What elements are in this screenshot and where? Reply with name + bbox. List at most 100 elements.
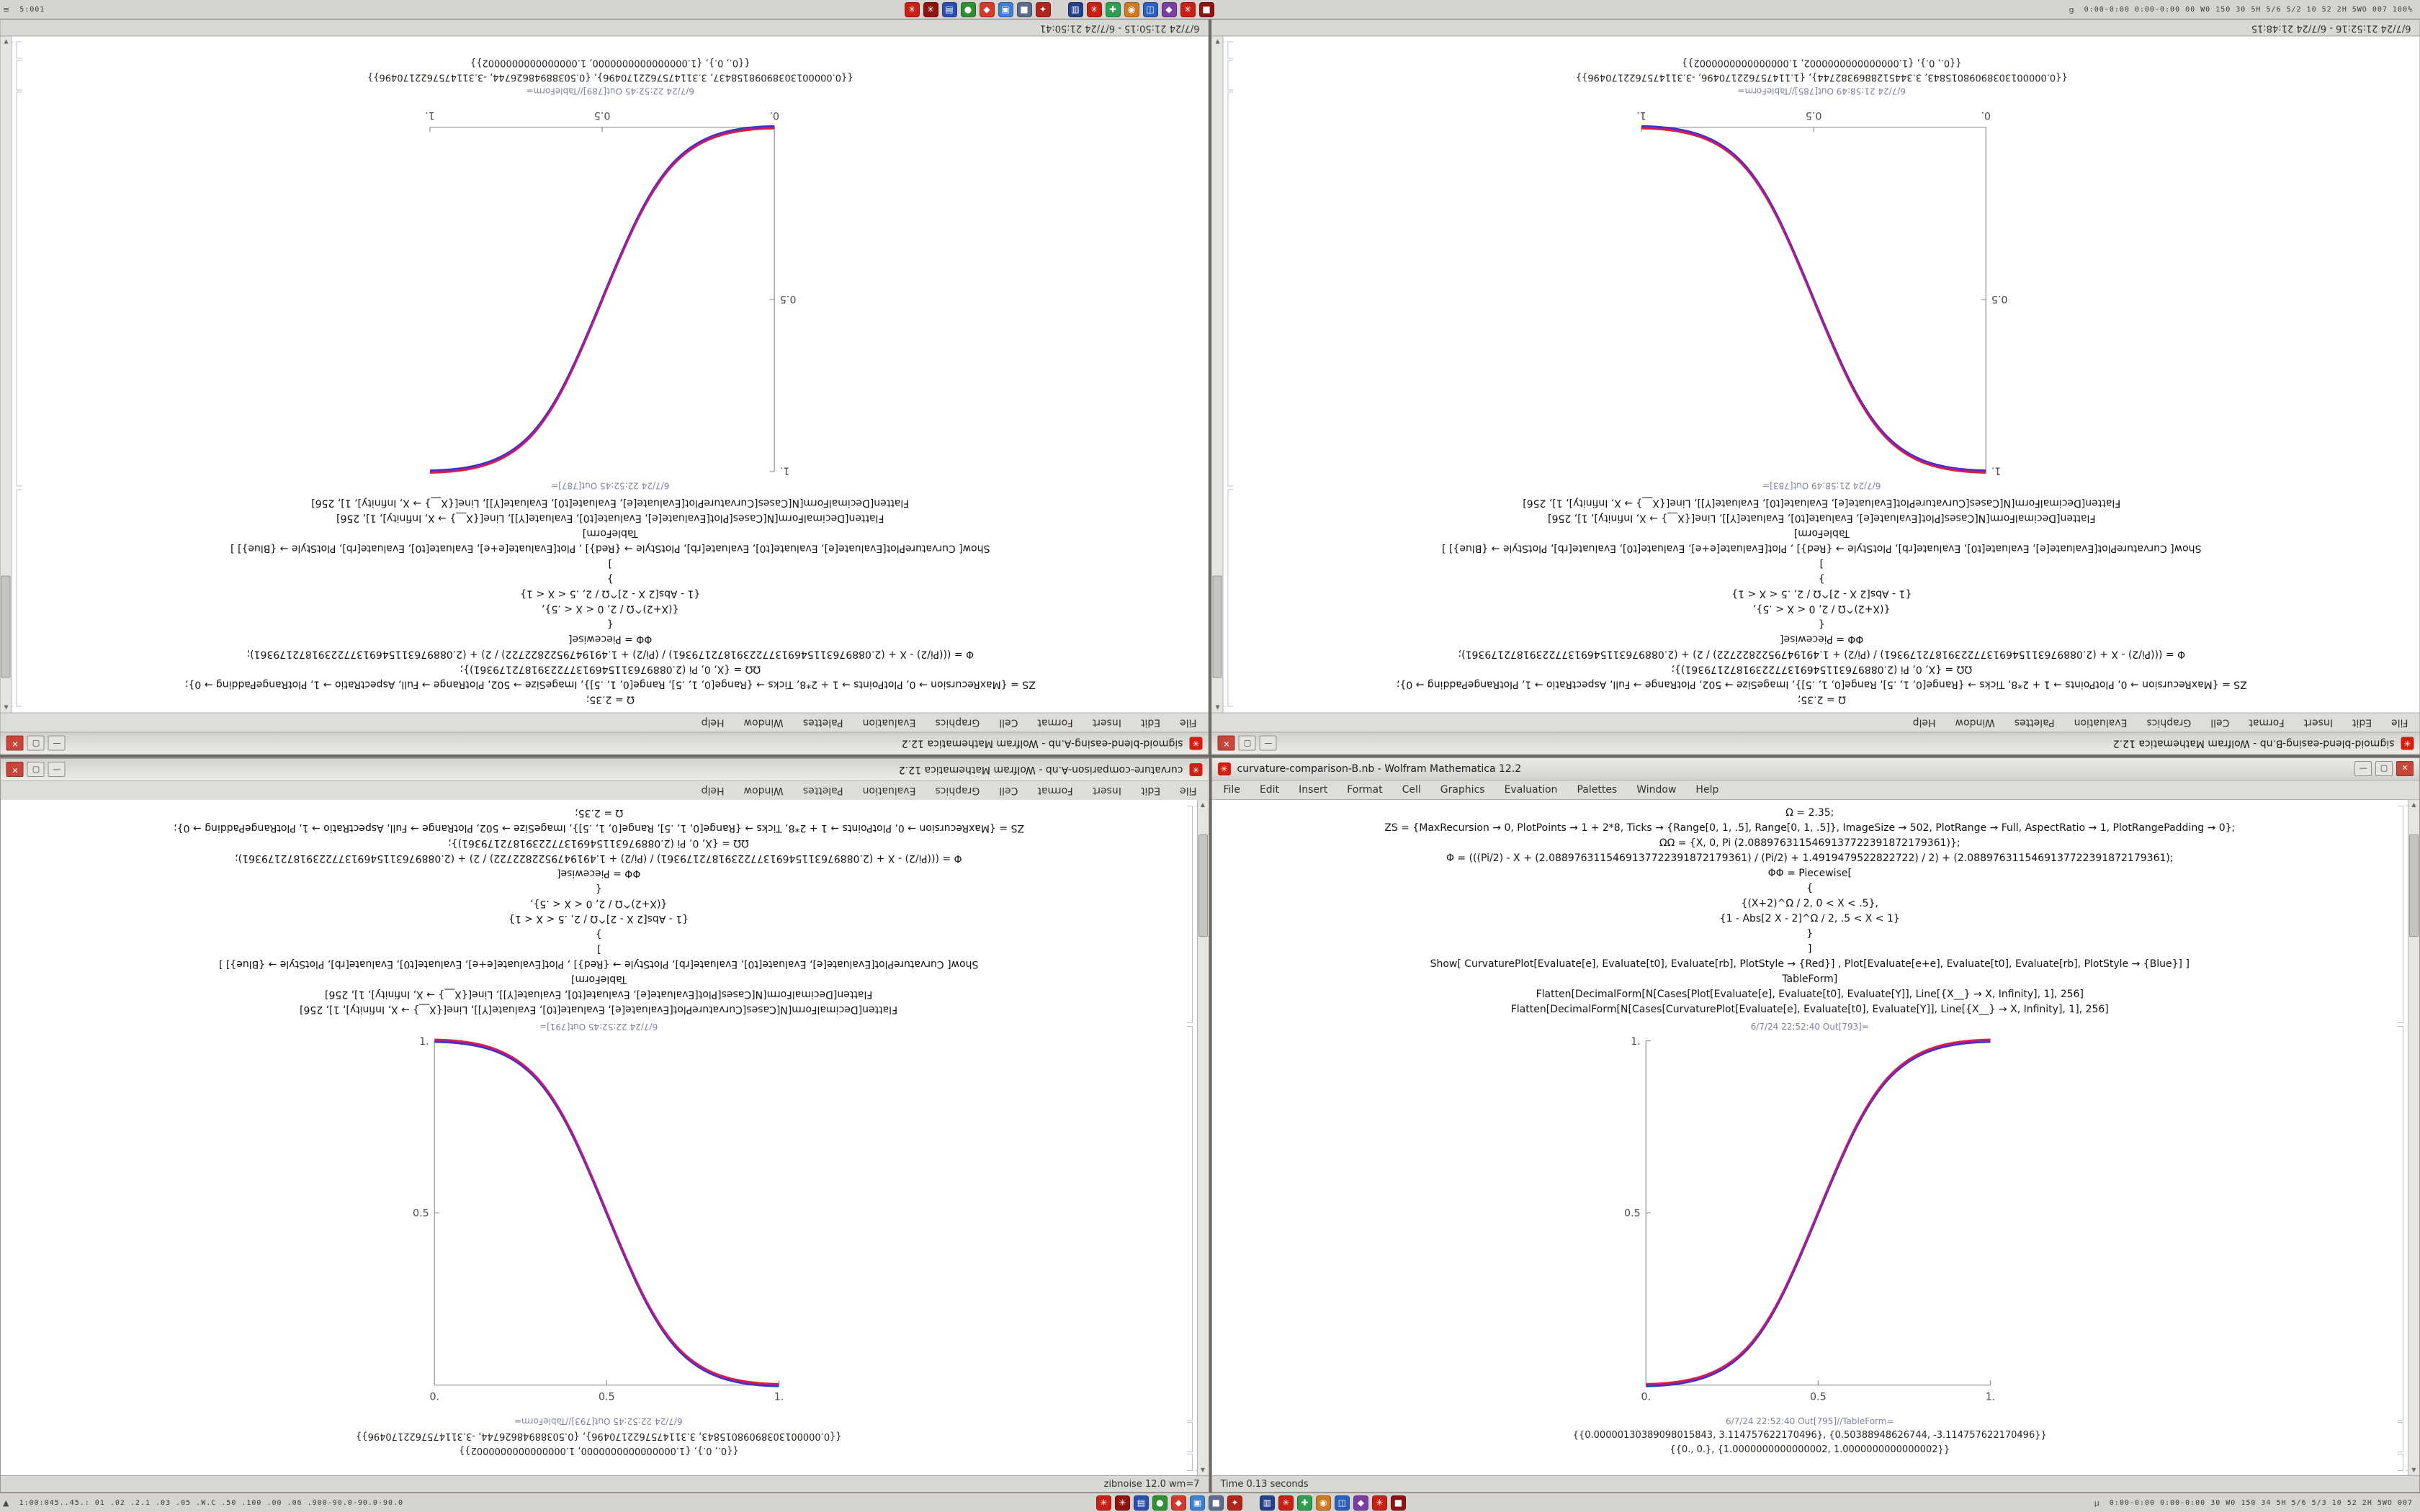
scroll-up-icon[interactable]: ▲	[4, 704, 9, 711]
scroll-up-icon[interactable]: ▲	[2411, 801, 2416, 808]
cell-bracket[interactable]	[17, 60, 22, 91]
kernel-green-icon[interactable]: ●	[960, 1, 976, 17]
wolfram-maroon-icon[interactable]: ✳	[1114, 1495, 1130, 1511]
input-code-line[interactable]: Ω = 2.35;	[574, 806, 623, 819]
input-code-line[interactable]: ZS = {MaxRecursion → 0, PlotPoints → 1 +…	[1396, 678, 2247, 690]
input-code-line[interactable]: Flatten[DecimalForm[N[Cases[Plot[Evaluat…	[1536, 988, 2084, 1000]
scrollbar-thumb[interactable]	[1, 575, 11, 678]
input-code-line[interactable]: TableForm]	[1782, 973, 1838, 985]
menu-graphics[interactable]: Graphics	[2146, 716, 2191, 729]
app-blue-icon[interactable]: ◫	[1334, 1495, 1350, 1511]
input-code-line[interactable]: Ω = 2.35;	[1797, 693, 1846, 706]
wolfram-red-icon[interactable]: ✳	[1278, 1495, 1294, 1511]
input-code-line[interactable]: {(X+2)^Ω / 2, 0 < X < .5},	[530, 897, 668, 909]
input-code-line[interactable]: ]	[1819, 557, 1824, 570]
input-code-line[interactable]: Φ = (((Pi/2) - X + (2.088976311546913772…	[1446, 852, 2174, 864]
menu-glyph-icon[interactable]: ≡	[3, 4, 10, 14]
app-green-icon[interactable]: ✚	[1296, 1495, 1312, 1511]
input-code-line[interactable]: Flatten[DecimalForm[N[Cases[Plot[Evaluat…	[336, 512, 884, 524]
menu-format[interactable]: Format	[1037, 784, 1073, 796]
menu-insert[interactable]: Insert	[1092, 784, 1121, 796]
input-code-line[interactable]: {1 - Abs[2 X - 2]^Ω / 2, .5 < X < 1}	[1719, 912, 1900, 924]
menu-palettes[interactable]: Palettes	[1577, 783, 1618, 796]
scroll-down-icon[interactable]: ▼	[2411, 1467, 2416, 1473]
close-button[interactable]: ✕	[2396, 761, 2414, 776]
app-red-icon[interactable]: ◆	[979, 1, 995, 17]
input-code-line[interactable]: }	[1806, 927, 1814, 940]
input-code-line[interactable]: {(X+2)^Ω / 2, 0 < X < .5},	[1752, 603, 1890, 615]
menu-evaluation[interactable]: Evaluation	[862, 784, 916, 796]
app-purple-icon[interactable]: ◆	[1353, 1495, 1368, 1511]
cell-bracket[interactable]	[1227, 60, 1234, 91]
menu-evaluation[interactable]: Evaluation	[1504, 783, 1558, 796]
kernel-green-icon[interactable]: ●	[1152, 1495, 1168, 1511]
docs-blue-icon[interactable]: ▤	[941, 1, 957, 17]
wolfram-maroon-icon[interactable]: ✳	[923, 1, 938, 17]
cell-bracket[interactable]	[17, 489, 22, 707]
menu-cell[interactable]: Cell	[2210, 716, 2229, 729]
wolfram-red-icon[interactable]: ✳	[1095, 1495, 1111, 1511]
cell-bracket[interactable]	[1227, 489, 1234, 707]
menu-cell[interactable]: Cell	[1402, 783, 1421, 796]
input-code-line[interactable]: Ω = 2.35;	[1785, 806, 1834, 819]
input-code-line[interactable]: {	[606, 618, 614, 630]
input-code-line[interactable]: Flatten[DecimalForm[N[Cases[Plot[Evaluat…	[1547, 512, 2095, 524]
cell-bracket[interactable]	[1186, 805, 1193, 1023]
input-code-line[interactable]: {1 - Abs[2 X - 2]^Ω / 2, .5 < X < 1}	[508, 912, 689, 924]
cell-bracket[interactable]	[17, 41, 22, 59]
menu-cell[interactable]: Cell	[999, 784, 1018, 796]
menu-file[interactable]: File	[2390, 716, 2408, 729]
menu-edit[interactable]: Edit	[1259, 783, 1280, 796]
menu-insert[interactable]: Insert	[1299, 783, 1328, 796]
menu-format[interactable]: Format	[1347, 783, 1383, 796]
menu-file[interactable]: File	[1223, 783, 1240, 796]
menu-edit[interactable]: Edit	[1140, 716, 1161, 729]
vertical-scrollbar[interactable]: ▲ ▼	[1, 37, 12, 713]
menu-window[interactable]: Window	[743, 716, 784, 729]
scrollbar-track[interactable]	[1, 47, 12, 703]
app-darkred-icon[interactable]: ■	[1390, 1495, 1406, 1511]
app-purple-icon[interactable]: ◆	[1161, 1, 1177, 17]
input-code-line[interactable]: ZS = {MaxRecursion → 0, PlotPoints → 1 +…	[173, 822, 1024, 834]
input-code-line[interactable]: {(X+2)^Ω / 2, 0 < X < .5},	[1741, 897, 1878, 909]
menu-evaluation[interactable]: Evaluation	[862, 716, 916, 729]
input-code-line[interactable]: Flatten[DecimalForm[N[Cases[CurvaturePlo…	[1510, 1003, 2109, 1015]
input-code-line[interactable]: ΦΦ = Piecewise[	[1767, 867, 1852, 879]
app-slate-icon[interactable]: ■	[1208, 1495, 1224, 1511]
input-code-line[interactable]: ZS = {MaxRecursion → 0, PlotPoints → 1 +…	[1384, 822, 2236, 834]
close-button[interactable]: ✕	[6, 762, 24, 777]
cell-bracket[interactable]	[1227, 41, 1234, 59]
vertical-scrollbar[interactable]: ▲ ▼	[2408, 799, 2419, 1475]
input-code-line[interactable]: Φ = (((Pi/2) - X + (2.088976311546913772…	[246, 648, 974, 660]
scrollbar-track[interactable]	[1212, 47, 1223, 703]
app-lightblue-icon[interactable]: ▣	[1189, 1495, 1205, 1511]
input-code-line[interactable]: Show[ CurvaturePlot[Evaluate[e], Evaluat…	[219, 958, 979, 970]
app-red-icon[interactable]: ◆	[1170, 1495, 1186, 1511]
menu-cell[interactable]: Cell	[999, 716, 1018, 729]
scrollbar-track[interactable]	[1198, 810, 1209, 1466]
app-crimson-icon[interactable]: ✦	[1035, 1, 1051, 17]
cell-bracket[interactable]	[2398, 805, 2403, 1023]
minimize-button[interactable]: —	[48, 762, 66, 777]
cell-bracket[interactable]	[1227, 91, 1234, 487]
input-code-line[interactable]: }	[606, 572, 614, 585]
close-button[interactable]: ✕	[1217, 736, 1235, 751]
input-code-line[interactable]: ]	[1808, 942, 1812, 955]
nav-navy-icon[interactable]: ▥	[1067, 1, 1083, 17]
input-code-line[interactable]: ΦΦ = Piecewise[	[568, 633, 653, 645]
menu-graphics[interactable]: Graphics	[935, 716, 980, 729]
maximize-button[interactable]: ▢	[27, 736, 45, 751]
menu-format[interactable]: Format	[2248, 716, 2285, 729]
input-code-line[interactable]: Flatten[DecimalForm[N[Cases[CurvaturePlo…	[300, 1003, 898, 1015]
menu-help[interactable]: Help	[701, 716, 725, 729]
maximize-button[interactable]: ▢	[1238, 736, 1256, 751]
app-lightblue-icon[interactable]: ▣	[998, 1, 1013, 17]
menu-help[interactable]: Help	[1695, 783, 1719, 796]
menu-window[interactable]: Window	[1636, 783, 1677, 796]
input-code-line[interactable]: ΩΩ = {X, 0, Pi (2.0889763115469137722391…	[448, 837, 750, 849]
input-code-line[interactable]: Flatten[DecimalForm[N[Cases[CurvaturePlo…	[311, 497, 910, 509]
docs-blue-icon[interactable]: ▤	[1133, 1495, 1149, 1511]
app-slate-icon[interactable]: ■	[1016, 1, 1032, 17]
vertical-scrollbar[interactable]: ▲ ▼	[1211, 37, 1224, 713]
input-code-line[interactable]: ΩΩ = {X, 0, Pi (2.0889763115469137722391…	[460, 663, 761, 675]
